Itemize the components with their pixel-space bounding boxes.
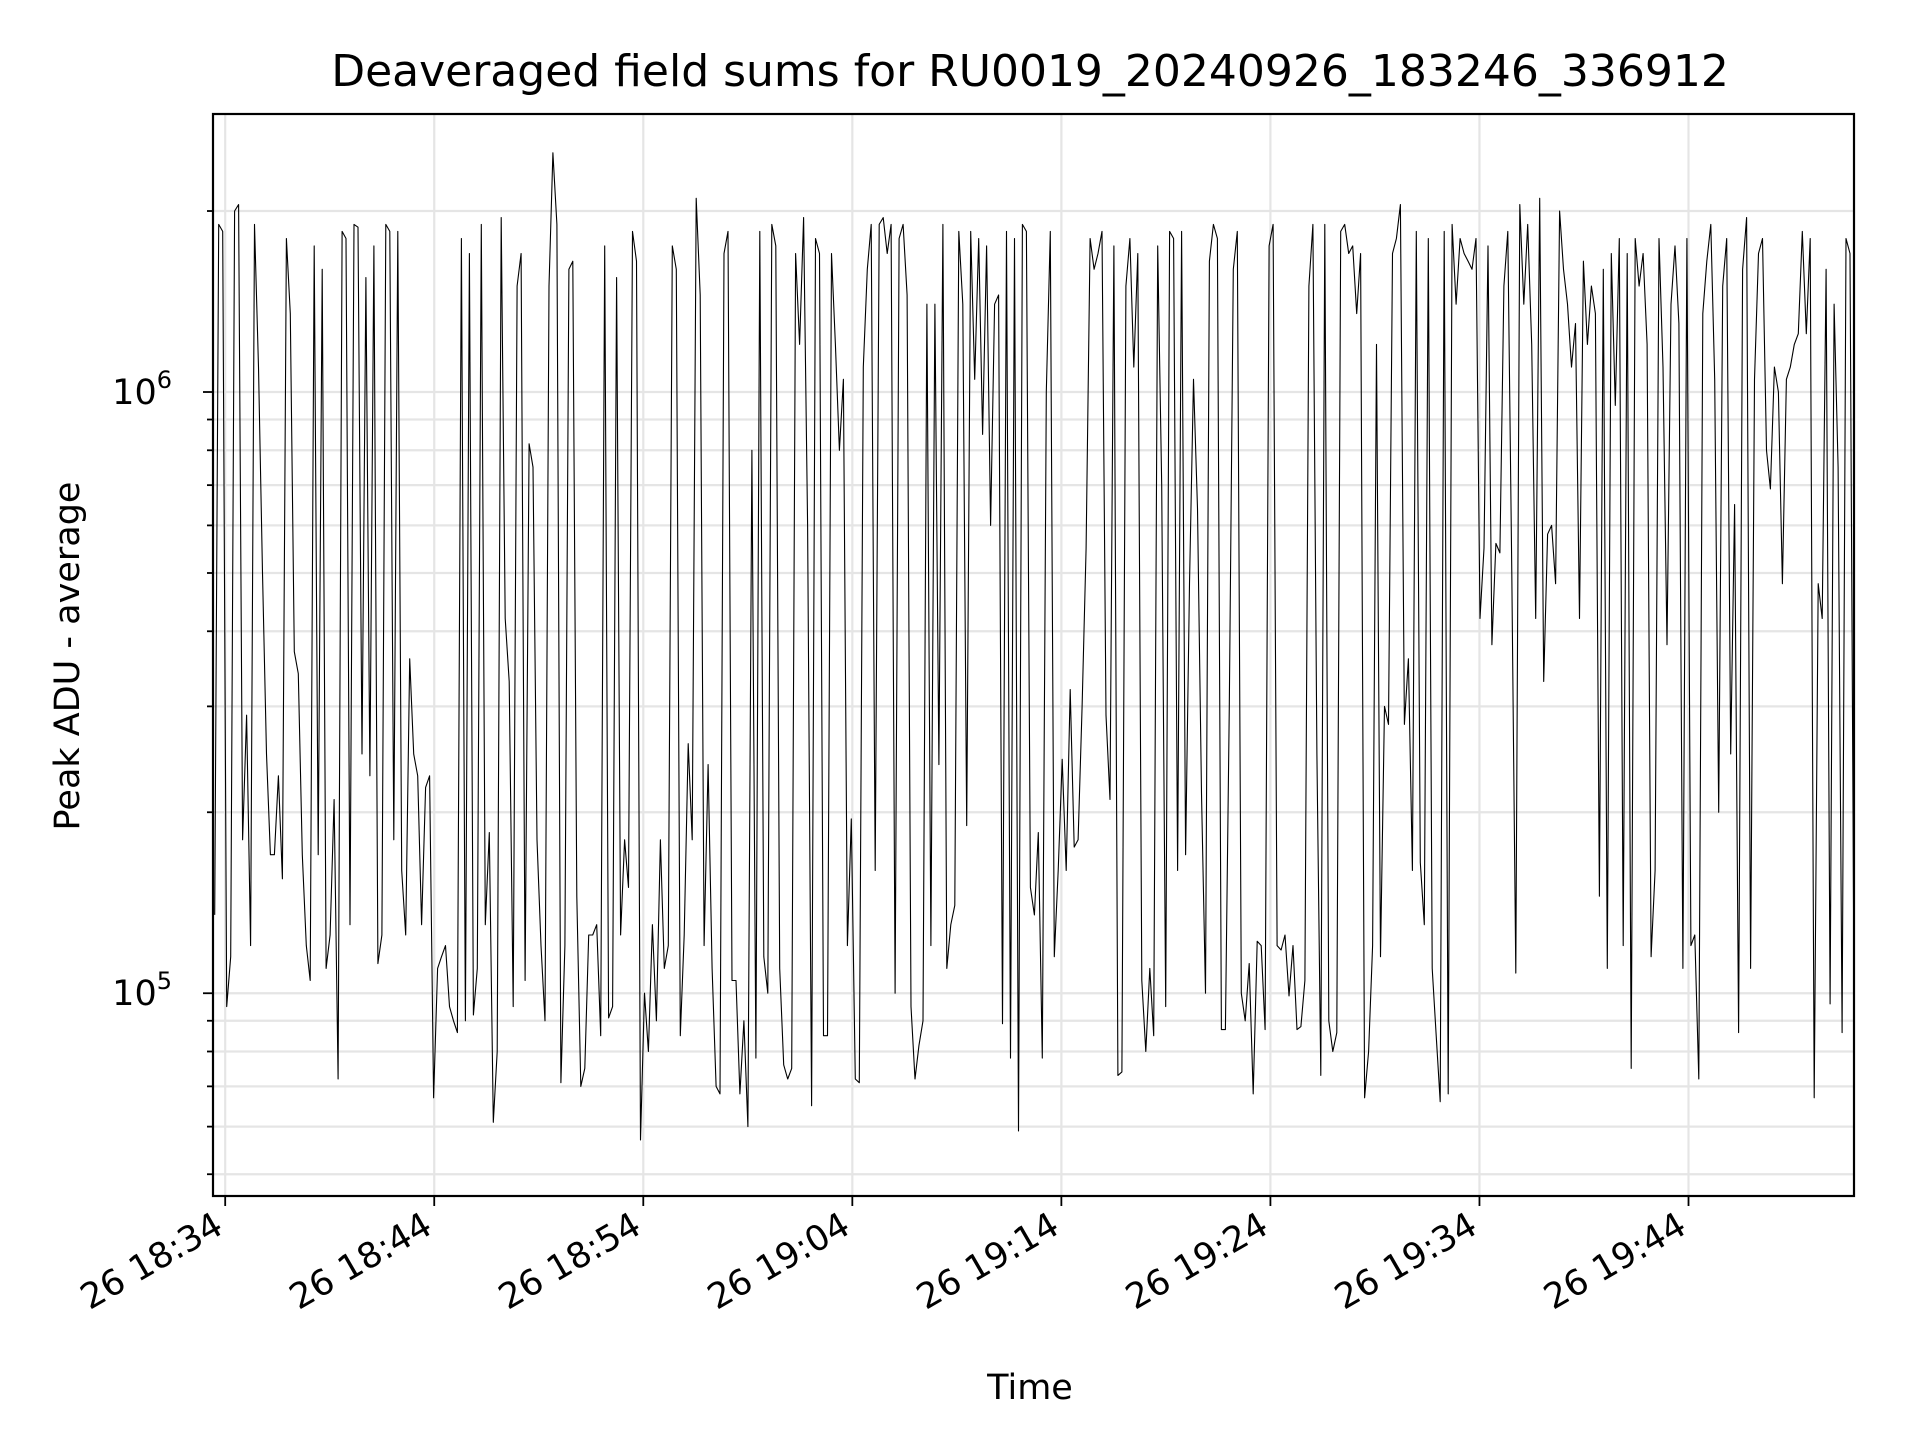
y-axis-label: Peak ADU - average	[48, 482, 88, 831]
series-layer	[214, 152, 1854, 1141]
series-line	[214, 152, 1854, 1141]
x-axis-label: Time	[986, 1368, 1073, 1408]
x-tick-label: 26 18:44	[283, 1205, 439, 1318]
x-axis: 26 18:34 26 18:44 26 18:54 26 19:04 26 19:14…	[74, 1196, 1693, 1318]
x-tick-label: 26 19:14	[910, 1205, 1066, 1318]
y-tick-label: 106	[112, 366, 172, 413]
x-tick-label: 26 19:34	[1328, 1205, 1484, 1318]
chart-title: Deaveraged field sums for RU0019_2024092…	[331, 46, 1729, 97]
x-tick-label: 26 19:24	[1119, 1205, 1275, 1318]
x-tick-label: 26 18:34	[74, 1205, 230, 1318]
x-tick-label: 26 18:54	[492, 1205, 648, 1318]
y-axis: 105 106	[112, 210, 213, 1176]
x-tick-label: 26 19:04	[701, 1205, 857, 1318]
x-tick-label: 26 19:44	[1537, 1205, 1693, 1318]
plot-frame	[211, 112, 1856, 1198]
grid	[213, 114, 1854, 1196]
y-tick-label: 105	[112, 967, 172, 1014]
